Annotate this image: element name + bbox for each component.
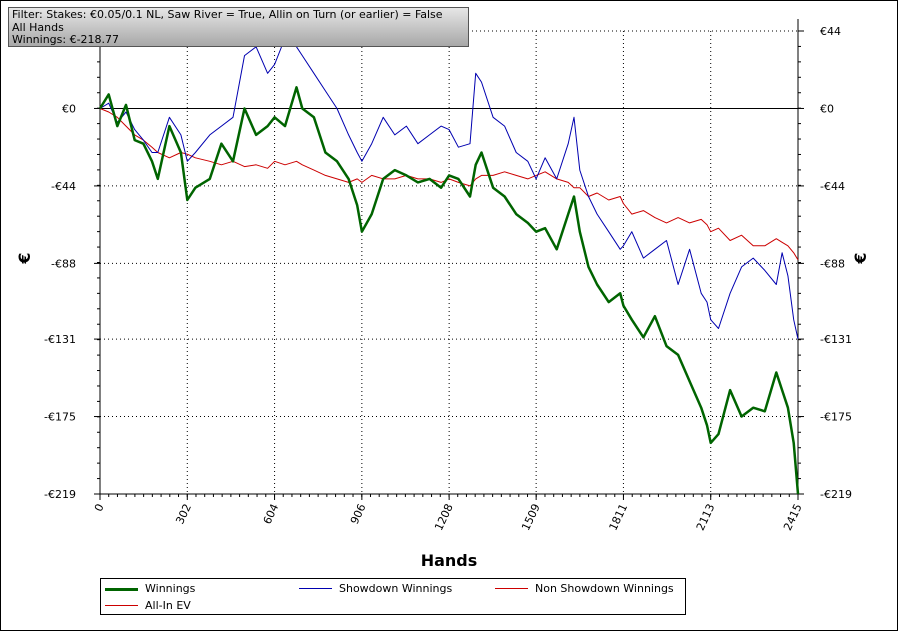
tick-labels: €44€44€0€0-€44-€44-€88-€88-€131-€131-€17… bbox=[44, 25, 852, 533]
y-tick-label-right: -€44 bbox=[820, 180, 845, 193]
hands-scope-text: All Hands bbox=[12, 20, 64, 34]
x-tick-label: 1208 bbox=[432, 502, 456, 533]
y-tick-label-right: €44 bbox=[820, 25, 841, 38]
y-tick-label-left: €0 bbox=[62, 102, 76, 115]
y-tick-label-right: -€175 bbox=[820, 411, 852, 424]
legend-label-showdown: Showdown Winnings bbox=[339, 582, 453, 595]
x-tick-label: 2415 bbox=[781, 502, 805, 533]
y-tick-label-left: -€219 bbox=[44, 488, 76, 501]
x-tick-label: 302 bbox=[173, 502, 194, 527]
legend-label-allin-ev: All-In EV bbox=[145, 599, 191, 612]
y-axis-title-left: € bbox=[15, 252, 34, 264]
series-showdown-winnings bbox=[99, 37, 799, 340]
legend-swatch-showdown bbox=[299, 588, 332, 589]
x-tick-label: 0 bbox=[92, 502, 107, 514]
series-non-showdown-winnings bbox=[99, 108, 799, 261]
y-tick-label-left: -€44 bbox=[51, 180, 76, 193]
legend-label-winnings: Winnings bbox=[145, 582, 196, 595]
legend-swatch-winnings bbox=[105, 588, 138, 591]
series-lines bbox=[98, 37, 800, 495]
filter-info-box: Filter: Stakes: €0.05/0.1 NL, Saw River … bbox=[8, 7, 469, 47]
y-tick-label-right: -€131 bbox=[820, 333, 852, 346]
y-tick-label-left: -€175 bbox=[44, 411, 76, 424]
legend-swatch-allin-ev bbox=[105, 605, 138, 606]
y-tick-label-right: -€88 bbox=[820, 257, 845, 270]
x-tick-label: 1509 bbox=[519, 502, 543, 533]
x-tick-label: 2113 bbox=[694, 502, 718, 533]
y-tick-label-right: -€219 bbox=[820, 488, 852, 501]
legend-swatch-non-showdown bbox=[495, 588, 528, 589]
series-winnings bbox=[98, 86, 800, 495]
x-tick-label: 906 bbox=[348, 502, 369, 527]
y-tick-label-left: -€131 bbox=[44, 333, 76, 346]
legend: Winnings Showdown Winnings Non Showdown … bbox=[100, 578, 686, 615]
legend-label-non-showdown: Non Showdown Winnings bbox=[535, 582, 674, 595]
x-tick-label: 1811 bbox=[607, 502, 631, 533]
y-tick-label-right: €0 bbox=[820, 102, 834, 115]
x-axis-title: Hands bbox=[421, 551, 478, 570]
y-axis-title-right: € bbox=[851, 252, 870, 264]
total-winnings-text: Winnings: €-218.77 bbox=[12, 33, 120, 46]
x-tick-label: 604 bbox=[261, 502, 282, 527]
filter-text: Filter: Stakes: €0.05/0.1 NL, Saw River … bbox=[12, 8, 443, 21]
y-tick-label-left: -€88 bbox=[51, 257, 76, 270]
